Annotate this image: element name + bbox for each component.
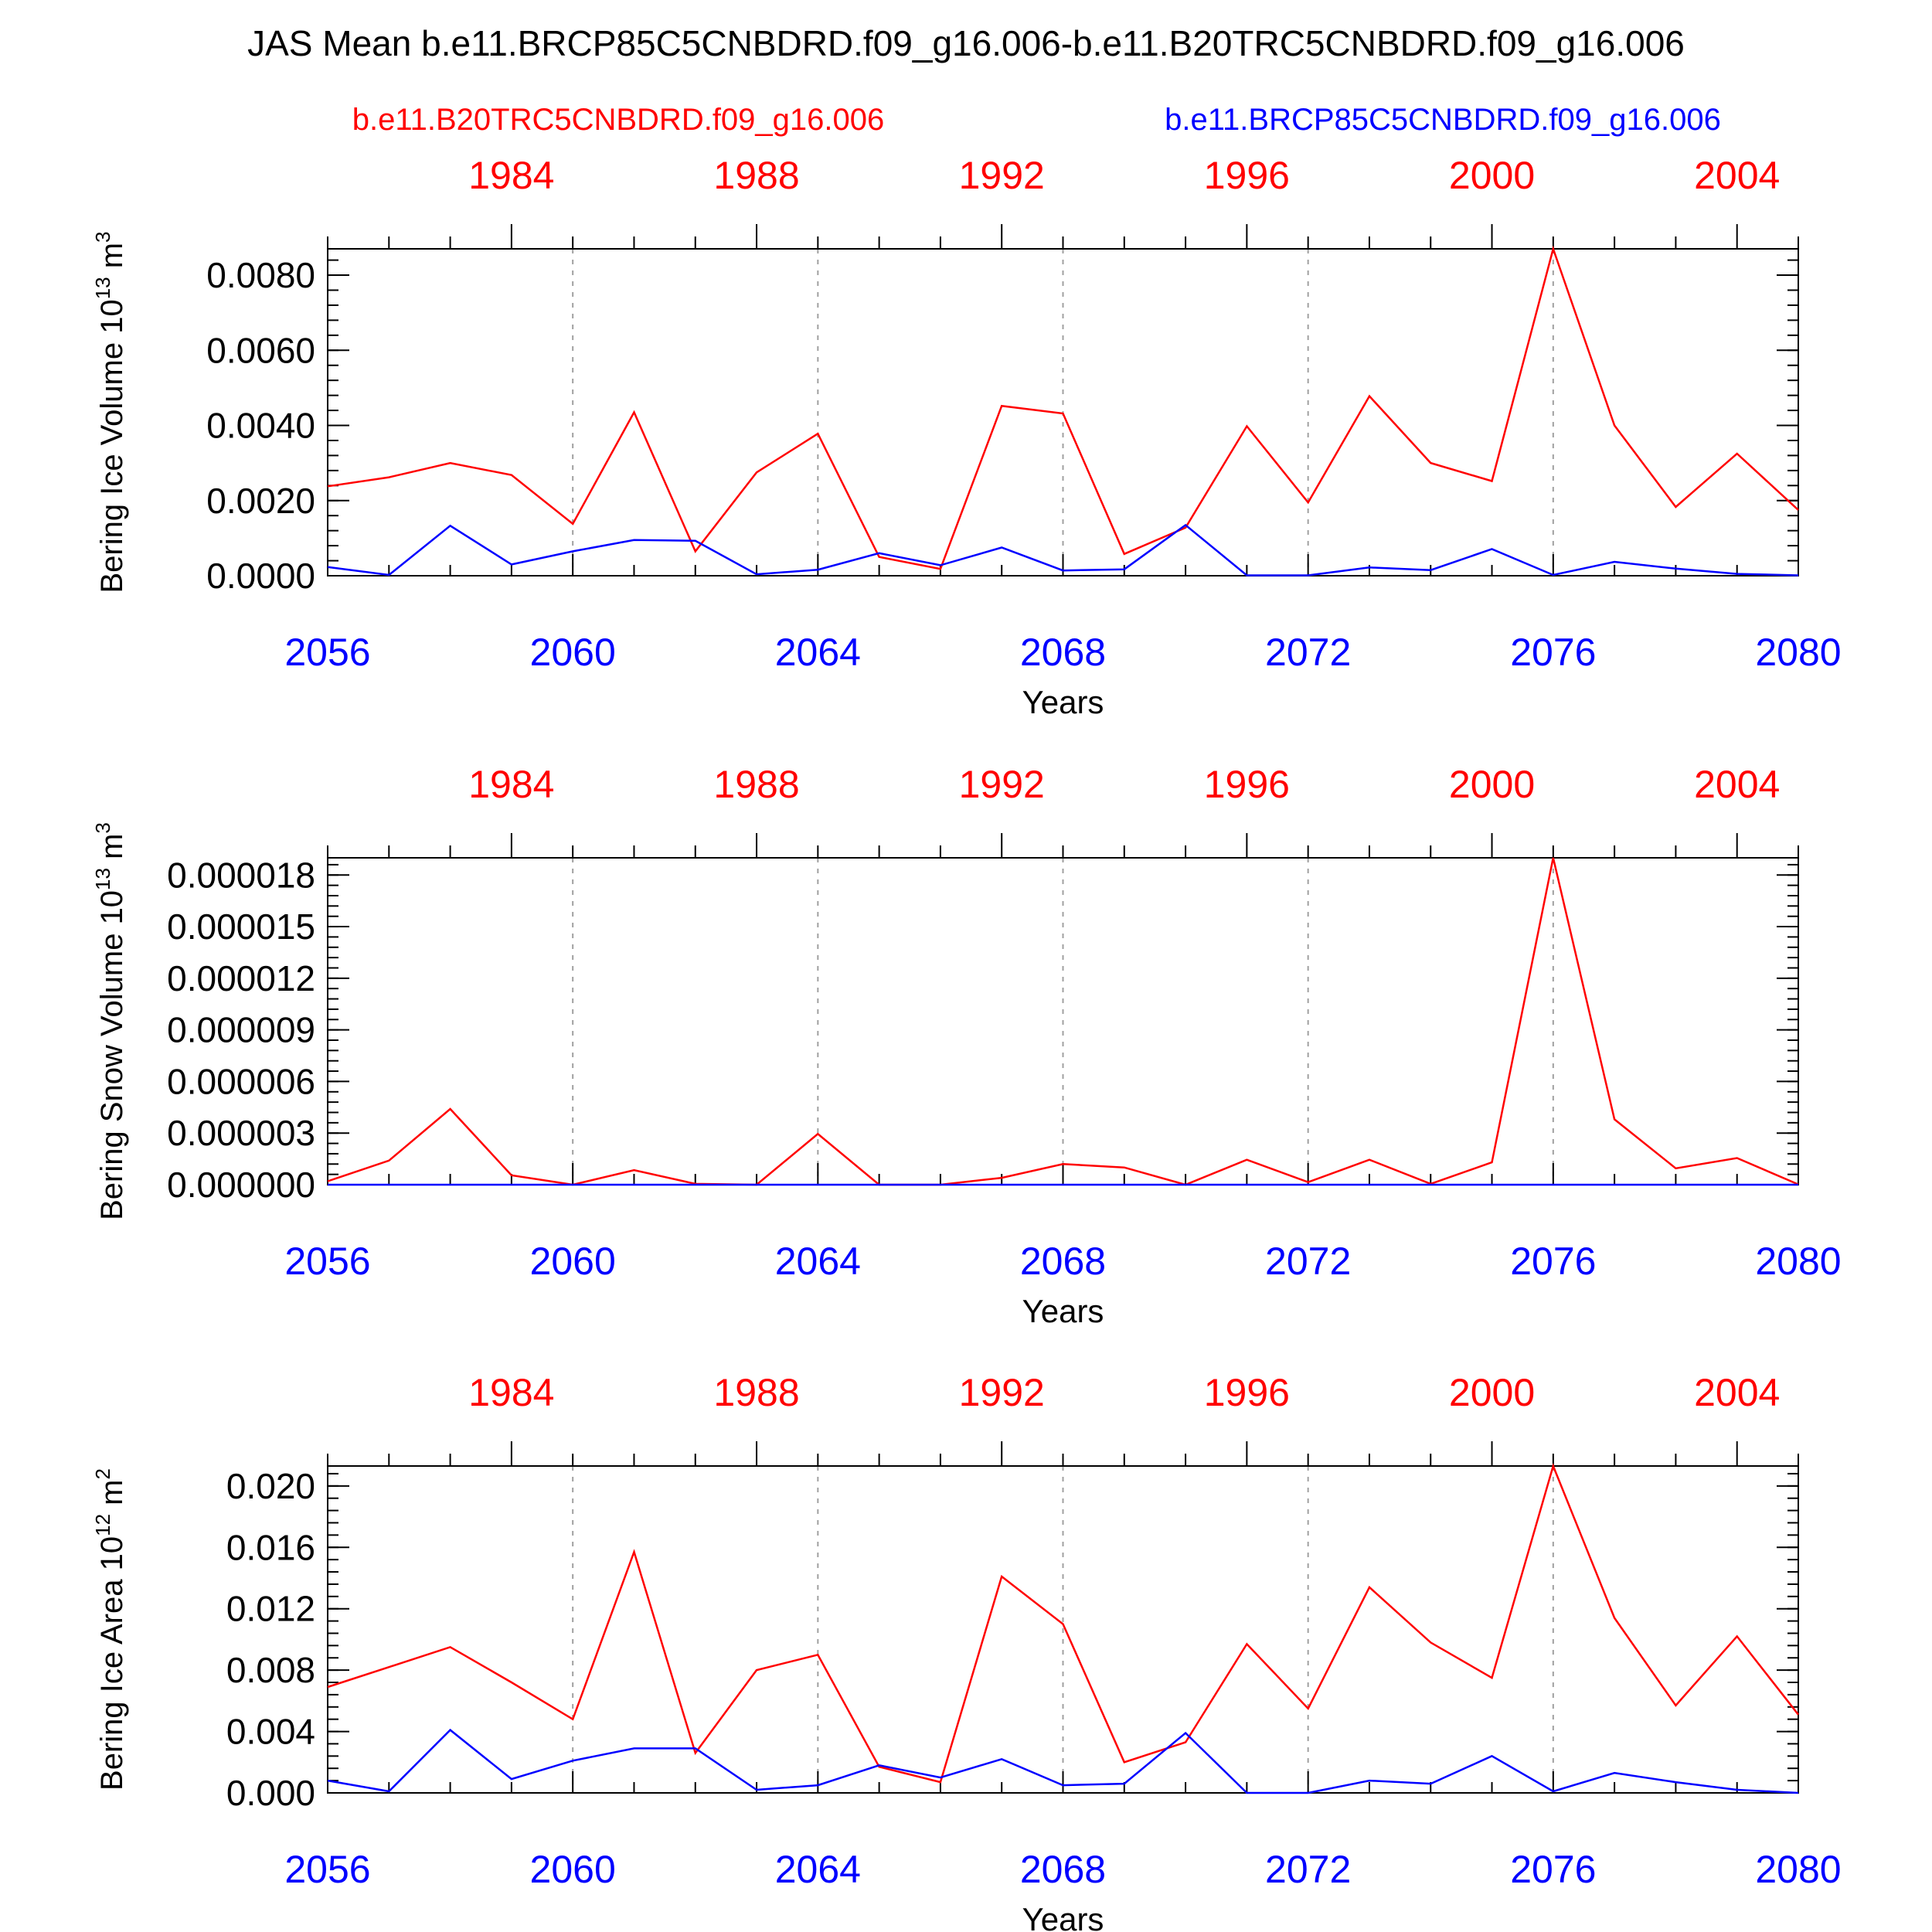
x-tick-label-bottom: 2068 (1020, 1240, 1106, 1283)
x-tick-label-bottom: 2076 (1510, 631, 1596, 674)
x-tick-label-bottom: 2068 (1020, 631, 1106, 674)
y-axis-label: Bering Snow Volume 1013 m3 (91, 822, 129, 1220)
y-tick-label: 0.0020 (206, 481, 315, 521)
y-tick-label: 0.004 (226, 1712, 315, 1752)
y-tick-label: 0.000018 (167, 855, 315, 895)
series-line-blue (327, 1728, 1799, 1794)
legend-red-label: b.e11.B20TRC5CNBDRD.f09_g16.006 (352, 103, 885, 137)
x-tick-label-bottom: 2080 (1755, 631, 1841, 674)
y-tick-label: 0.000003 (167, 1113, 315, 1153)
x-tick-label-bottom: 2056 (284, 631, 370, 674)
x-tick-label-top: 2004 (1694, 763, 1780, 806)
panel-1: 0.0000 0.0020 0.0040 0.0060 0.0080 2056 2060 20… (91, 154, 1842, 720)
x-tick-label-bottom: 2064 (775, 1240, 861, 1283)
y-tick-label: 0.0060 (206, 330, 315, 370)
x-tick-label-bottom: 2080 (1755, 1848, 1841, 1891)
x-axis-label: Years (1022, 1901, 1104, 1932)
series-line-red (327, 1463, 1799, 1784)
y-tick-label: 0.000015 (167, 906, 315, 947)
x-tick-label-top: 1992 (959, 763, 1045, 806)
x-tick-label-top: 2000 (1449, 154, 1535, 197)
y-tick-label: 0.000009 (167, 1010, 315, 1050)
x-tick-label-top: 2000 (1449, 763, 1535, 806)
x-tick-label-bottom: 2064 (775, 1848, 861, 1891)
x-tick-label-top: 1992 (959, 154, 1045, 197)
x-tick-label-top: 1996 (1204, 154, 1290, 197)
x-tick-label-top: 2004 (1694, 154, 1780, 197)
y-tick-label: 0.012 (226, 1589, 315, 1629)
x-tick-label-top: 1992 (959, 1371, 1045, 1414)
x-tick-label-bottom: 2080 (1755, 1240, 1841, 1283)
series-line-red (327, 245, 1799, 570)
x-tick-label-bottom: 2072 (1265, 1240, 1351, 1283)
x-tick-label-bottom: 2072 (1265, 1848, 1351, 1891)
x-tick-label-top: 1984 (468, 763, 554, 806)
x-tick-label-top: 1988 (713, 763, 799, 806)
x-tick-label-bottom: 2060 (530, 1848, 616, 1891)
x-tick-label-top: 1984 (468, 1371, 554, 1414)
x-tick-label-top: 2000 (1449, 1371, 1535, 1414)
x-tick-label-top: 1996 (1204, 763, 1290, 806)
x-tick-label-bottom: 2076 (1510, 1848, 1596, 1891)
x-axis-label: Years (1022, 684, 1104, 720)
y-tick-label: 0.016 (226, 1527, 315, 1567)
chart-title: JAS Mean b.e11.BRCP85C5CNBDRD.f09_g16.00… (247, 23, 1685, 63)
x-tick-label-top: 1988 (713, 154, 799, 197)
plot-frame (327, 248, 1799, 577)
y-tick-label: 0.000006 (167, 1061, 315, 1101)
x-tick-label-bottom: 2060 (530, 631, 616, 674)
y-tick-label: 0.0040 (206, 406, 315, 446)
plot-frame (327, 1465, 1799, 1794)
x-tick-label-top: 2004 (1694, 1371, 1780, 1414)
x-tick-label-bottom: 2056 (284, 1848, 370, 1891)
panel-3: 0.000 0.004 0.008 0.012 0.016 0.020 2056 2060 20… (91, 1371, 1842, 1932)
panel-2: 0.000000 0.000003 0.000006 0.000009 0.000012… (91, 763, 1842, 1329)
x-tick-label-bottom: 2056 (284, 1240, 370, 1283)
x-tick-label-top: 1984 (468, 154, 554, 197)
x-tick-label-bottom: 2076 (1510, 1240, 1596, 1283)
y-axis-label: Bering Ice Area 1012 m2 (91, 1468, 129, 1791)
y-tick-label: 0.020 (226, 1466, 315, 1506)
y-tick-label: 0.000 (226, 1773, 315, 1813)
x-tick-label-bottom: 2060 (530, 1240, 616, 1283)
x-tick-label-bottom: 2068 (1020, 1848, 1106, 1891)
x-tick-label-top: 1996 (1204, 1371, 1290, 1414)
x-tick-label-top: 1988 (713, 1371, 799, 1414)
y-tick-label: 0.008 (226, 1650, 315, 1690)
x-tick-label-bottom: 2072 (1265, 631, 1351, 674)
legend-blue-label: b.e11.BRCP85C5CNBDRD.f09_g16.006 (1165, 103, 1721, 137)
y-tick-label: 0.000012 (167, 958, 315, 998)
x-axis-label: Years (1022, 1293, 1104, 1329)
y-tick-label: 0.0000 (206, 556, 315, 596)
y-tick-label: 0.000000 (167, 1165, 315, 1205)
y-axis-label: Bering Ice Volume 1013 m3 (91, 231, 129, 593)
x-tick-label-bottom: 2064 (775, 631, 861, 674)
y-tick-label: 0.0080 (206, 255, 315, 295)
